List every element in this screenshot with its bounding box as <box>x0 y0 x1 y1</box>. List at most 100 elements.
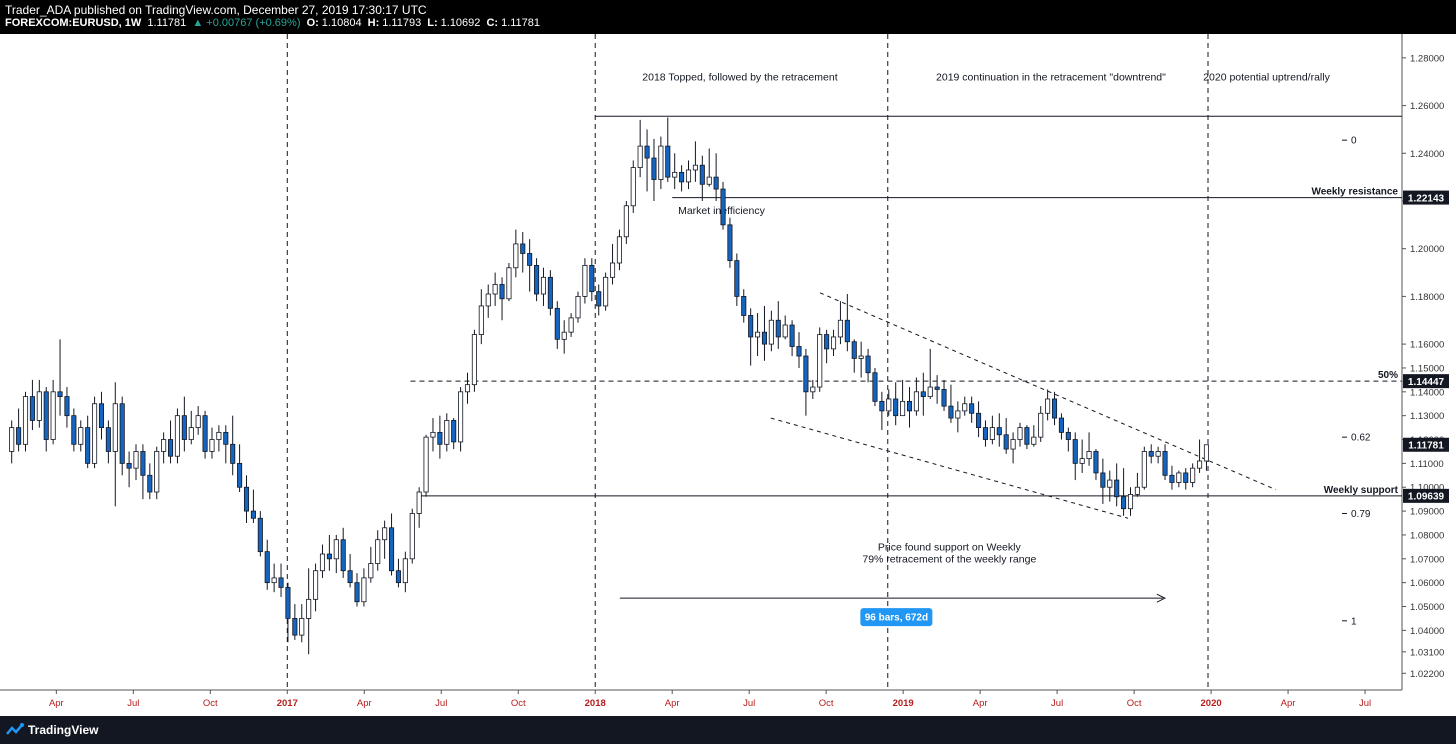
candle-body <box>423 436 429 493</box>
chart-annotation: 2020 potential uptrend/rally <box>1203 72 1330 84</box>
measure-badge <box>860 608 933 627</box>
candle-body <box>1065 431 1071 440</box>
candle-body <box>685 169 692 183</box>
candle-body <box>140 451 146 476</box>
chart-header: Trader_ADA published on TradingView.com,… <box>0 0 1456 34</box>
time-tick-label: 2020 <box>1201 698 1222 709</box>
symbol-name[interactable]: FOREXCOM:EURUSD, 1W <box>5 17 142 29</box>
fib-level-label: 1 <box>1351 616 1357 627</box>
candle-body <box>1107 479 1113 488</box>
publisher-line: Trader_ADA published on TradingView.com,… <box>5 3 427 17</box>
candle-body <box>209 439 215 452</box>
candle-body <box>955 410 961 419</box>
chart-annotation: 2019 continuation in the retracement "do… <box>936 72 1166 84</box>
candle-body <box>223 431 229 445</box>
candle-body <box>824 334 830 350</box>
candle-body <box>36 391 42 421</box>
candle-body <box>347 570 353 584</box>
tradingview-logo-icon[interactable] <box>6 722 26 738</box>
candle-body <box>1100 472 1106 488</box>
candle-body <box>941 389 947 407</box>
candle-body <box>1203 444 1210 462</box>
time-tick-label: Apr <box>357 698 372 709</box>
candle-body <box>464 384 471 393</box>
candle-body <box>1072 439 1078 464</box>
candle-body <box>1134 486 1140 495</box>
price-chart[interactable]: 1.02200 1.03100 1.04000 1.05000 1.06000 1.070… <box>0 34 1456 716</box>
price-badge-label: 1.14447 <box>1408 377 1445 388</box>
candle-body <box>444 420 450 445</box>
candle-body <box>748 315 754 338</box>
candle-body <box>64 396 70 417</box>
candle-body <box>755 331 761 338</box>
candle-body <box>547 276 553 309</box>
time-tick-label: 2019 <box>893 698 914 709</box>
time-tick-label: Oct <box>203 698 218 709</box>
candle-body <box>644 145 650 159</box>
candle-body <box>927 386 933 397</box>
horizontal-level-label: Weekly support <box>1324 485 1399 496</box>
candle-body <box>161 439 167 452</box>
time-tick-label: Oct <box>1127 698 1142 709</box>
candle-body <box>616 236 622 264</box>
candle-body <box>886 398 892 412</box>
time-tick-label: Jul <box>743 698 755 709</box>
candle-body <box>126 462 132 469</box>
tradingview-brand[interactable]: TradingView <box>28 723 99 737</box>
candle-body <box>313 570 319 600</box>
candle-body <box>817 334 823 388</box>
candle-body <box>154 451 160 493</box>
candle-body <box>243 486 250 512</box>
candle-body <box>561 331 567 340</box>
candle-body <box>57 391 63 397</box>
candle-body <box>326 553 332 560</box>
candle-body <box>195 415 201 429</box>
fib-level-label: 0.62 <box>1351 433 1371 444</box>
time-tick-label: Apr <box>973 698 988 709</box>
chart-area[interactable]: 1.02200 1.03100 1.04000 1.05000 1.06000 1.070… <box>0 34 1456 716</box>
candle-body <box>589 264 595 293</box>
candle-body <box>761 331 768 345</box>
candle-body <box>727 224 733 262</box>
candle-body <box>319 553 326 572</box>
price-tick-label: 1.24000 <box>1410 149 1444 160</box>
candle-body <box>71 415 77 445</box>
candle-body <box>437 431 443 445</box>
candle-body <box>872 372 878 402</box>
price-tick-label: 1.13000 <box>1410 411 1444 422</box>
candle-body <box>451 420 457 443</box>
candle-body <box>257 517 263 553</box>
candle-body <box>278 577 284 588</box>
candle-body <box>458 391 464 443</box>
candle-body <box>996 427 1002 436</box>
candle-body <box>402 558 408 584</box>
candle-body <box>147 474 153 493</box>
time-tick-label: Jul <box>435 698 447 709</box>
candle-body <box>623 205 629 238</box>
candle-body <box>699 164 705 185</box>
high-value: 1.11793 <box>382 17 422 29</box>
candle-body <box>658 145 664 180</box>
candle-body <box>22 396 29 445</box>
candle-body <box>85 427 91 464</box>
candle-body <box>181 415 187 440</box>
candle-body <box>900 400 906 417</box>
candle-body <box>830 336 837 350</box>
time-tick-label: Apr <box>665 698 680 709</box>
candle-body <box>782 324 788 338</box>
candle-body <box>575 295 581 319</box>
candle-body <box>430 431 436 438</box>
price-tick-label: 1.16000 <box>1410 340 1444 351</box>
candle-body <box>527 253 533 266</box>
symbol-legend: FOREXCOM:EURUSD, 1W 1.11781 ▲ +0.00767 (… <box>5 17 543 29</box>
candle-body <box>368 563 374 579</box>
chart-annotation: 2018 Topped, followed by the retracement <box>642 72 837 84</box>
candle-body <box>299 618 305 636</box>
candle-body <box>1010 439 1016 450</box>
candle-body <box>133 451 139 469</box>
high-label: H: <box>367 17 380 29</box>
chart-annotation: Price found support on Weekly <box>878 541 1022 553</box>
measure-arrowhead <box>1156 593 1167 603</box>
candle-body <box>292 618 298 636</box>
candle-body <box>534 264 540 295</box>
